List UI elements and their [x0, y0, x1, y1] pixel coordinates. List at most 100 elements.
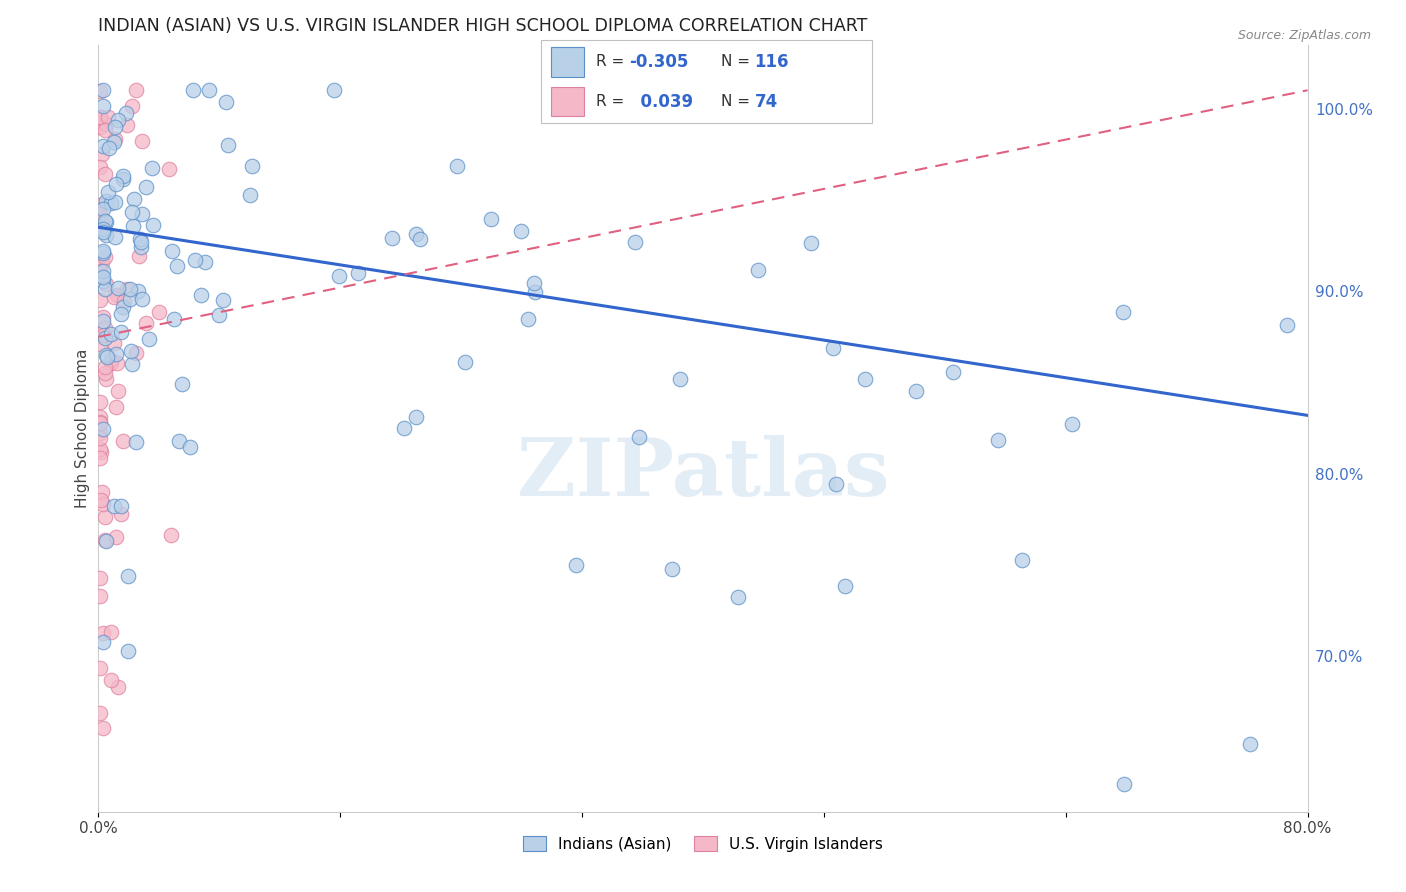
Point — [105, 400, 128, 414]
Point — [100, 356, 122, 370]
Point — [110, 507, 132, 521]
Point — [89, 416, 111, 430]
Point — [117, 644, 139, 658]
Point — [93, 328, 115, 343]
Point — [190, 288, 212, 302]
Point — [163, 311, 186, 326]
Point — [90, 255, 112, 269]
Point — [105, 287, 128, 301]
Point — [111, 171, 134, 186]
Point — [94, 509, 117, 524]
Point — [93, 310, 115, 324]
Point — [240, 159, 263, 173]
Point — [91, 270, 114, 285]
Point — [89, 110, 111, 124]
Point — [91, 263, 114, 277]
Point — [89, 293, 111, 307]
Point — [96, 215, 118, 229]
Legend: Indians (Asian), U.S. Virgin Islanders: Indians (Asian), U.S. Virgin Islanders — [516, 830, 890, 858]
Point — [129, 235, 152, 250]
Point — [89, 431, 111, 445]
Point — [1112, 305, 1135, 319]
Point — [1239, 738, 1261, 752]
Point — [904, 384, 927, 399]
Point — [215, 95, 238, 109]
FancyBboxPatch shape — [541, 40, 872, 123]
Point — [100, 624, 122, 639]
Point — [112, 293, 135, 308]
Point — [183, 83, 205, 97]
Point — [103, 290, 125, 304]
Point — [90, 337, 112, 351]
Text: INDIAN (ASIAN) VS U.S. VIRGIN ISLANDER HIGH SCHOOL DIPLOMA CORRELATION CHART: INDIAN (ASIAN) VS U.S. VIRGIN ISLANDER H… — [98, 17, 868, 35]
Point — [89, 442, 111, 456]
Point — [112, 300, 135, 314]
Point — [89, 590, 111, 604]
Point — [89, 160, 111, 174]
Point — [1060, 417, 1083, 431]
Point — [131, 207, 153, 221]
Point — [821, 341, 844, 355]
Point — [93, 367, 115, 381]
Point — [238, 187, 260, 202]
Point — [117, 118, 139, 132]
Point — [100, 327, 122, 342]
Point — [131, 292, 153, 306]
Point — [170, 377, 193, 392]
Text: Source: ZipAtlas.com: Source: ZipAtlas.com — [1237, 29, 1371, 42]
Point — [166, 260, 188, 274]
Point — [115, 282, 138, 296]
Point — [91, 222, 114, 236]
Point — [94, 250, 117, 264]
Point — [90, 147, 112, 161]
Point — [89, 661, 111, 675]
Point — [94, 168, 117, 182]
Text: R =: R = — [596, 54, 628, 70]
Point — [160, 528, 183, 542]
Point — [89, 450, 111, 465]
Point — [523, 276, 546, 290]
Text: 116: 116 — [755, 53, 789, 70]
Point — [97, 141, 120, 155]
Point — [120, 282, 142, 296]
Point — [405, 227, 427, 241]
Point — [117, 569, 139, 583]
Point — [131, 134, 153, 148]
Point — [118, 292, 141, 306]
Point — [834, 578, 856, 592]
Point — [89, 115, 111, 129]
Text: N =: N = — [721, 54, 755, 70]
Point — [114, 106, 136, 120]
Point — [94, 360, 117, 375]
Point — [125, 346, 148, 360]
Point — [91, 497, 114, 511]
Point — [120, 343, 142, 358]
Point — [987, 433, 1010, 447]
Point — [91, 634, 114, 648]
Point — [91, 225, 114, 239]
Point — [96, 350, 118, 364]
Point — [96, 372, 118, 386]
Point — [135, 316, 157, 330]
Point — [107, 680, 129, 694]
Point — [129, 231, 152, 245]
Text: N =: N = — [721, 94, 755, 109]
Point — [89, 706, 111, 720]
Point — [111, 169, 134, 183]
Point — [100, 673, 122, 687]
Point — [104, 347, 127, 361]
Point — [122, 192, 145, 206]
Point — [105, 177, 128, 191]
Point — [121, 357, 143, 371]
Text: ZIPatlas: ZIPatlas — [517, 435, 889, 513]
Point — [94, 227, 117, 242]
Point — [141, 161, 163, 175]
Point — [89, 207, 111, 221]
Point — [394, 421, 416, 435]
Text: 0.039: 0.039 — [628, 93, 693, 111]
Point — [94, 194, 117, 209]
Point — [1275, 318, 1298, 332]
Point — [184, 252, 207, 267]
Point — [89, 570, 111, 584]
Point — [523, 285, 546, 299]
